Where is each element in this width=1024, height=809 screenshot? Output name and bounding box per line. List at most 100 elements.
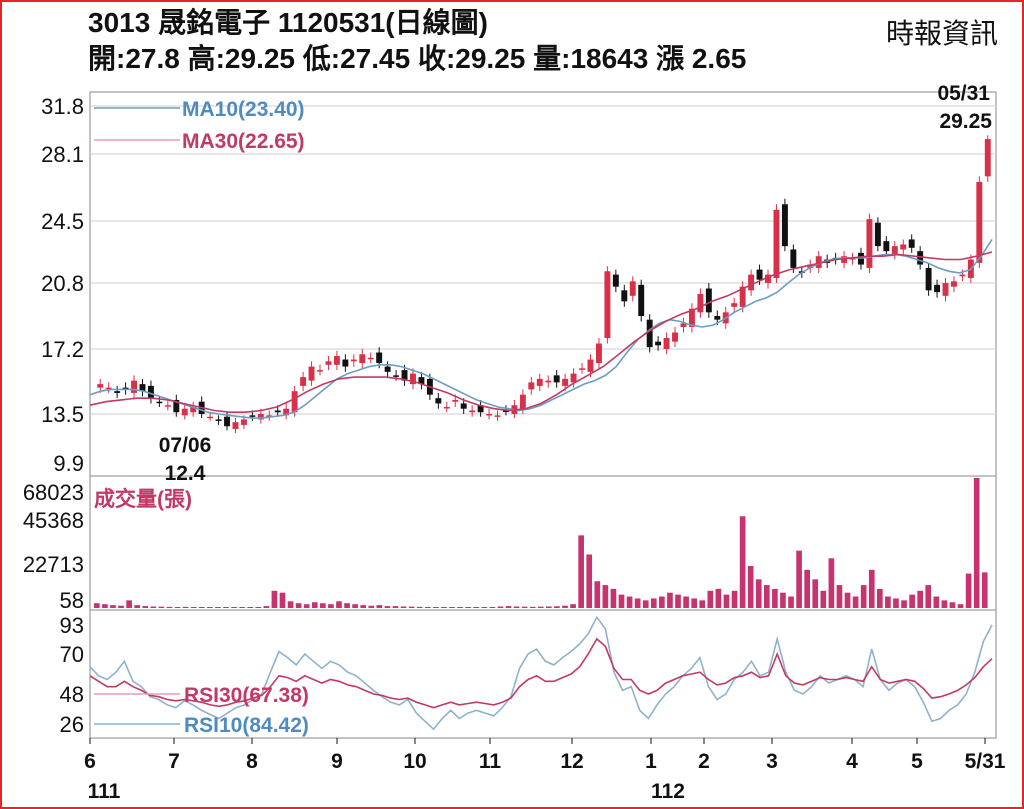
volume-bar [336,601,342,608]
volume-bar [780,592,786,608]
candle-body [486,414,493,416]
volume-tick-label: 68023 [23,480,84,505]
candle-body [976,181,983,263]
x-tick-label: 11 [479,750,502,773]
candle-body [105,387,112,390]
candle-body [274,410,281,413]
volume-bar [578,535,584,608]
candle-body [300,377,307,386]
volume-bar [699,600,706,608]
volume-bar [198,607,205,608]
volume-bar [457,607,463,608]
volume-bar [158,606,165,608]
volume-panel [89,475,997,611]
candle-body [849,257,856,260]
candle-body [283,408,290,416]
x-tick-label: 4 [846,750,858,773]
volume-bar [271,590,278,608]
volume-bar [134,605,141,608]
volume-bar [949,602,956,608]
volume-bar [618,594,625,608]
candle-body [874,222,881,247]
candle-body [951,281,957,287]
candle-body [672,332,678,342]
candle-body [604,271,611,338]
volume-bar [110,605,116,608]
volume-bar [465,607,471,608]
rsi10-legend-label: RSI10(84.42) [184,714,309,737]
volume-bar [433,607,439,608]
candle-body [655,341,662,346]
candle-body [731,303,738,307]
candle-body [934,284,941,293]
candle-body [393,375,400,377]
volume-bar [489,607,496,608]
volume-tick-label: 45368 [23,508,84,533]
volume-bar [594,581,601,608]
volume-bar [473,607,480,608]
volume-bar [659,596,665,608]
volume-bar [763,585,770,608]
candle-body [325,361,332,365]
volume-bar [610,588,617,608]
candle-body [841,256,848,263]
volume-bar [368,605,375,608]
volume-bar [804,569,810,608]
low-value-label: 12.4 [165,462,206,485]
candle-body [705,288,712,313]
volume-bar [812,579,819,608]
candle-body [240,419,247,425]
volume-bar [634,598,641,608]
volume-bar [94,603,100,608]
ma10-line [89,238,993,419]
volume-bar [142,606,149,608]
candle-body [697,294,704,313]
volume-bar [602,585,609,608]
volume-bar [328,604,334,608]
volume-bar [876,588,883,608]
volume-bar [788,596,794,608]
candle-body [925,267,932,291]
x-tick-label: 8 [246,750,258,773]
candle-body [215,419,222,421]
candle-body [350,359,357,362]
candle-body [612,274,619,287]
candle-body [122,387,129,390]
ma10-legend-label: MA10(23.40) [182,98,305,121]
volume-bar [755,579,762,608]
volume-bar [521,606,528,608]
ma30-line [89,251,993,414]
candle-body [359,354,366,364]
ma30-legend-label: MA30(22.65) [182,130,305,153]
ohlc-summary: 開:27.8 高:29.25 低:27.45 收:29.25 量:18643 漲… [88,43,747,74]
candle-body [646,319,653,348]
candle-body [680,323,687,327]
volume-bar [626,596,633,608]
candle-body [621,290,628,302]
volume-bar [182,606,189,608]
candle-body [663,338,670,349]
volume-bar [885,596,891,608]
volume-bar [852,596,859,608]
volume-bar [537,606,544,608]
volume-bar [513,606,520,608]
volume-bar [344,603,350,608]
candle-body [367,357,374,360]
candle-body [114,391,121,393]
candle-body [528,382,535,390]
year-label: 111 [88,780,121,803]
volume-bar [554,606,560,608]
candle-body [917,251,924,265]
candle-body [207,416,214,419]
candle-body [333,356,340,365]
volume-bar [868,569,875,608]
volume-bar [747,565,754,608]
volume-bar [352,604,358,608]
volume-bar [901,600,907,608]
candle-body [883,241,890,252]
volume-bar [118,605,124,608]
candle-body [443,406,450,409]
candle-body [410,373,416,385]
candle-body [317,370,323,372]
x-tick-label: 1 [645,750,657,773]
